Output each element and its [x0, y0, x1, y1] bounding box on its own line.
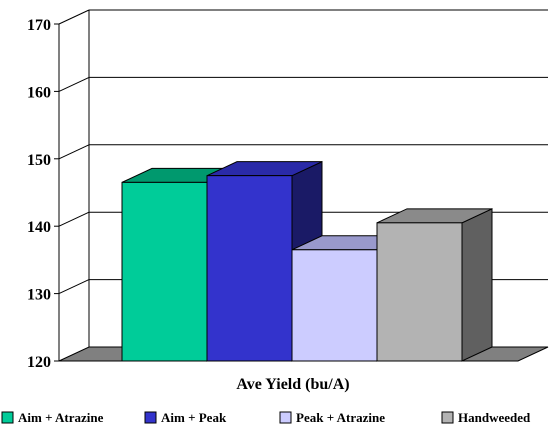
- y-tick-label: 140: [27, 219, 51, 236]
- x-axis-label: Ave Yield (bu/A): [236, 376, 349, 393]
- y-tick-label: 170: [27, 17, 51, 34]
- legend-swatch: [144, 411, 157, 424]
- gridline-side: [58, 76, 90, 92]
- legend-item-1: Aim + Atrazine: [1, 410, 104, 425]
- y-tick-label: 160: [27, 84, 51, 101]
- y-axis: 120 130 140 150 160 170: [27, 17, 60, 371]
- legend-label: Aim + Atrazine: [18, 410, 104, 425]
- y-tick-label: 130: [27, 287, 51, 304]
- y-tick-label: 120: [27, 354, 51, 371]
- gridline-side: [58, 211, 90, 227]
- legend-item-4: Handweeded: [441, 410, 531, 425]
- bar-front: [291, 249, 378, 362]
- bar-front: [376, 222, 463, 362]
- side-wall-top: [58, 9, 90, 25]
- bar-front: [206, 175, 293, 362]
- legend-item-3: Peak + Atrazine: [279, 410, 385, 425]
- legend-swatch: [1, 411, 14, 424]
- legend: Aim + Atrazine Aim + Peak Peak + Atrazine H…: [1, 410, 531, 425]
- bars: [121, 160, 493, 362]
- bar-side: [461, 208, 493, 362]
- bar-4: [376, 208, 493, 362]
- legend-label: Aim + Peak: [161, 410, 227, 425]
- y-tick-label: 150: [27, 152, 51, 169]
- legend-swatch: [441, 411, 454, 424]
- gridline-side: [58, 144, 90, 160]
- legend-label: Handweeded: [458, 410, 531, 425]
- legend-item-2: Aim + Peak: [144, 410, 227, 425]
- legend-label: Peak + Atrazine: [296, 410, 385, 425]
- legend-swatch: [279, 411, 292, 424]
- bar-front: [121, 181, 208, 362]
- gridline-side: [58, 279, 90, 295]
